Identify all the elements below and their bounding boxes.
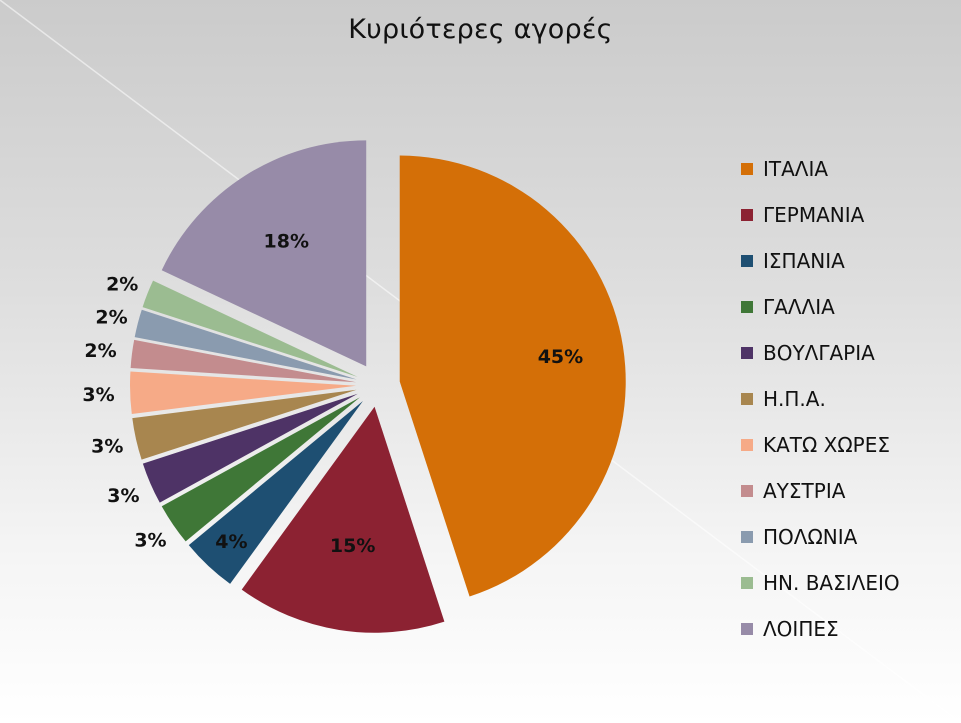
legend-swatch (741, 301, 753, 313)
slice-data-label-10: 2% (106, 274, 138, 296)
legend-label: ΚΑΤΩ ΧΩΡΕΣ (763, 433, 890, 457)
slice-data-label-4: 3% (134, 530, 166, 552)
legend-label: ΓΕΡΜΑΝΙΑ (763, 203, 865, 227)
legend-item: ΛΟΙΠΕΣ (741, 606, 900, 652)
legend-swatch (741, 209, 753, 221)
legend-item: ΙΣΠΑΝΙΑ (741, 238, 900, 284)
pie-slice-5 (142, 393, 358, 503)
slice-data-label-9: 2% (95, 307, 127, 329)
pie-slice-7 (130, 371, 357, 415)
legend-swatch (741, 485, 753, 497)
legend-item: ΒΟΥΛΓΑΡΙΑ (741, 330, 900, 376)
legend-item: ΗΝ. ΒΑΣΙΛΕΙΟ (741, 560, 900, 606)
legend-swatch (741, 163, 753, 175)
legend-item: ΓΑΛΛΙΑ (741, 284, 900, 330)
legend-swatch (741, 255, 753, 267)
slice-data-label-5: 3% (107, 485, 139, 507)
legend-item: ΚΑΤΩ ΧΩΡΕΣ (741, 422, 900, 468)
legend-label: ΑΥΣΤΡΙΑ (763, 479, 846, 503)
slice-data-label-2: 15% (330, 535, 375, 557)
legend-label: Η.Π.Α. (763, 387, 826, 411)
legend-swatch (741, 531, 753, 543)
pie-slice-3 (188, 401, 363, 584)
legend-item: ΓΕΡΜΑΝΙΑ (741, 192, 900, 238)
legend-label: ΗΝ. ΒΑΣΙΛΕΙΟ (763, 571, 900, 595)
legend-label: ΛΟΙΠΕΣ (763, 617, 839, 641)
legend-label: ΙΣΠΑΝΙΑ (763, 249, 845, 273)
legend-item: ΙΤΑΛΙΑ (741, 146, 900, 192)
pie-slice-10 (142, 280, 358, 377)
legend-item: ΑΥΣΤΡΙΑ (741, 468, 900, 514)
slice-data-label-7: 3% (82, 384, 114, 406)
slice-data-label-6: 3% (91, 436, 123, 458)
slice-data-label-8: 2% (84, 340, 116, 362)
legend-label: ΙΤΑΛΙΑ (763, 157, 829, 181)
legend-swatch (741, 577, 753, 589)
pie-slice-8 (130, 339, 357, 383)
legend-item: ΠΟΛΩΝΙΑ (741, 514, 900, 560)
legend-label: ΠΟΛΩΝΙΑ (763, 525, 858, 549)
slice-data-label-1: 45% (538, 346, 583, 368)
legend-item: Η.Π.Α. (741, 376, 900, 422)
slice-data-label-3: 4% (215, 531, 247, 553)
pie-slice-6 (132, 389, 357, 460)
legend-swatch (741, 393, 753, 405)
legend-label: ΓΑΛΛΙΑ (763, 295, 835, 319)
pie-slice-2 (241, 406, 445, 633)
chart-title: Κυριότερες αγορές (348, 14, 613, 45)
pie-slice-1 (399, 155, 626, 597)
legend-swatch (741, 347, 753, 359)
legend-label: ΒΟΥΛΓΑΡΙΑ (763, 341, 875, 365)
pie-slice-4 (161, 397, 360, 542)
legend-swatch (741, 439, 753, 451)
pie-slice-9 (134, 309, 357, 380)
legend-swatch (741, 623, 753, 635)
slice-data-label-11: 18% (264, 230, 309, 252)
legend: ΙΤΑΛΙΑ ΓΕΡΜΑΝΙΑ ΙΣΠΑΝΙΑ ΓΑΛΛΙΑ ΒΟΥΛΓΑΡΙΑ Η.Π.… (741, 146, 900, 652)
pie-slice-11 (161, 140, 367, 367)
